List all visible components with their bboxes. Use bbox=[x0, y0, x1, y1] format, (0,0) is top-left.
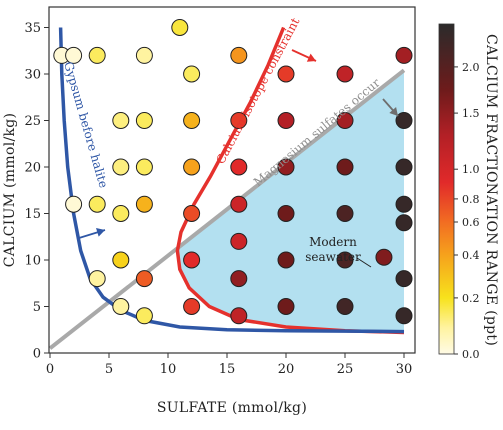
y-tick-label: 15 bbox=[24, 207, 41, 222]
data-point bbox=[277, 298, 295, 315]
data-point bbox=[112, 298, 130, 315]
x-tick-label: 0 bbox=[46, 362, 54, 377]
data-point bbox=[277, 251, 295, 269]
data-point bbox=[183, 298, 201, 315]
data-point bbox=[395, 112, 413, 129]
data-point bbox=[336, 112, 354, 129]
data-point bbox=[336, 158, 354, 176]
y-tick-label: 0 bbox=[33, 347, 41, 362]
x-axis-label: SULFATE (mmol/kg) bbox=[157, 400, 307, 416]
colorbar-ticks: 0.0 0.2 0.4 0.6 0.8 1.0 1.5 2.0 bbox=[454, 61, 480, 361]
data-point bbox=[65, 46, 83, 64]
x-tick-label: 5 bbox=[105, 362, 113, 377]
gypsum-curve bbox=[58, 27, 405, 334]
data-point bbox=[183, 65, 201, 83]
arrowhead bbox=[389, 107, 398, 116]
data-point bbox=[395, 158, 413, 176]
x-tick-label: 25 bbox=[337, 362, 354, 377]
annotation-arrows bbox=[78, 49, 399, 268]
data-point bbox=[183, 112, 201, 129]
data-point bbox=[395, 307, 413, 325]
data-point bbox=[112, 251, 130, 269]
isotope-label: Calcium isotope constraint bbox=[213, 15, 302, 166]
data-point bbox=[395, 195, 413, 213]
data-point bbox=[88, 195, 106, 213]
data-point bbox=[336, 65, 354, 83]
data-point bbox=[395, 270, 413, 288]
data-point bbox=[135, 158, 153, 176]
data-point bbox=[135, 46, 153, 64]
colorbar-tick-label: 2.0 bbox=[462, 61, 480, 74]
data-point bbox=[135, 112, 153, 129]
x-axis-ticks: 0 5 10 15 20 25 30 bbox=[46, 353, 412, 377]
arrowhead bbox=[96, 228, 105, 237]
data-point bbox=[395, 46, 413, 64]
colorbar-tick-label: 1.5 bbox=[462, 107, 480, 120]
data-point bbox=[395, 214, 413, 232]
data-point bbox=[183, 158, 201, 176]
seawater-pointer bbox=[356, 257, 372, 268]
data-point bbox=[88, 46, 106, 64]
data-point bbox=[135, 270, 153, 288]
x-tick-label: 15 bbox=[219, 362, 236, 377]
data-point bbox=[336, 251, 354, 269]
data-point bbox=[65, 195, 83, 213]
data-point bbox=[230, 46, 248, 64]
data-point bbox=[135, 307, 153, 325]
y-tick-label: 5 bbox=[33, 300, 41, 315]
arrowhead bbox=[306, 53, 316, 62]
data-point bbox=[171, 19, 189, 36]
colorbar-label: CALCIUM FRACTIONATION RANGE (ppt) bbox=[483, 34, 499, 346]
x-tick-label: 10 bbox=[160, 362, 177, 377]
colorbar-tick-label: 0.6 bbox=[462, 216, 480, 229]
seawater-label-line1: Modern bbox=[309, 235, 357, 249]
data-point bbox=[277, 65, 295, 83]
data-point bbox=[375, 248, 393, 266]
colorbar-tick-label: 1.0 bbox=[462, 163, 480, 176]
y-axis-label: CALCIUM (mmol/kg) bbox=[2, 113, 18, 268]
y-tick-label: 35 bbox=[24, 21, 41, 36]
data-point bbox=[277, 112, 295, 129]
data-point bbox=[230, 270, 248, 288]
data-point bbox=[183, 205, 201, 222]
y-axis-ticks: 0 5 10 15 20 25 30 35 bbox=[24, 21, 49, 362]
y-tick-label: 30 bbox=[24, 68, 41, 83]
colorbar bbox=[438, 23, 455, 355]
data-points bbox=[53, 19, 413, 325]
colorbar-tick-label: 0.2 bbox=[462, 292, 480, 305]
data-point bbox=[88, 270, 106, 288]
colorbar-tick-label: 0.8 bbox=[462, 193, 480, 206]
x-tick-label: 20 bbox=[278, 362, 295, 377]
data-point bbox=[230, 195, 248, 213]
data-point bbox=[112, 112, 130, 129]
data-point bbox=[336, 298, 354, 315]
data-point bbox=[112, 205, 130, 222]
data-point bbox=[230, 307, 248, 325]
colorbar-tick-label: 0.4 bbox=[462, 249, 480, 262]
data-point bbox=[336, 205, 354, 222]
y-tick-label: 20 bbox=[24, 161, 41, 176]
modern-seawater-region bbox=[177, 70, 404, 333]
plot-frame bbox=[48, 6, 416, 354]
data-point bbox=[277, 158, 295, 176]
colorbar-tick-label: 0.0 bbox=[462, 348, 480, 361]
data-point bbox=[230, 232, 248, 250]
y-tick-label: 25 bbox=[24, 114, 41, 129]
data-point bbox=[135, 195, 153, 213]
x-tick-label: 30 bbox=[396, 362, 413, 377]
data-point bbox=[183, 251, 201, 269]
data-point bbox=[230, 158, 248, 176]
data-point bbox=[277, 205, 295, 222]
data-point bbox=[112, 158, 130, 176]
y-tick-label: 10 bbox=[24, 254, 41, 269]
data-point bbox=[230, 112, 248, 129]
seawater-label-line2: seawater bbox=[305, 250, 361, 264]
